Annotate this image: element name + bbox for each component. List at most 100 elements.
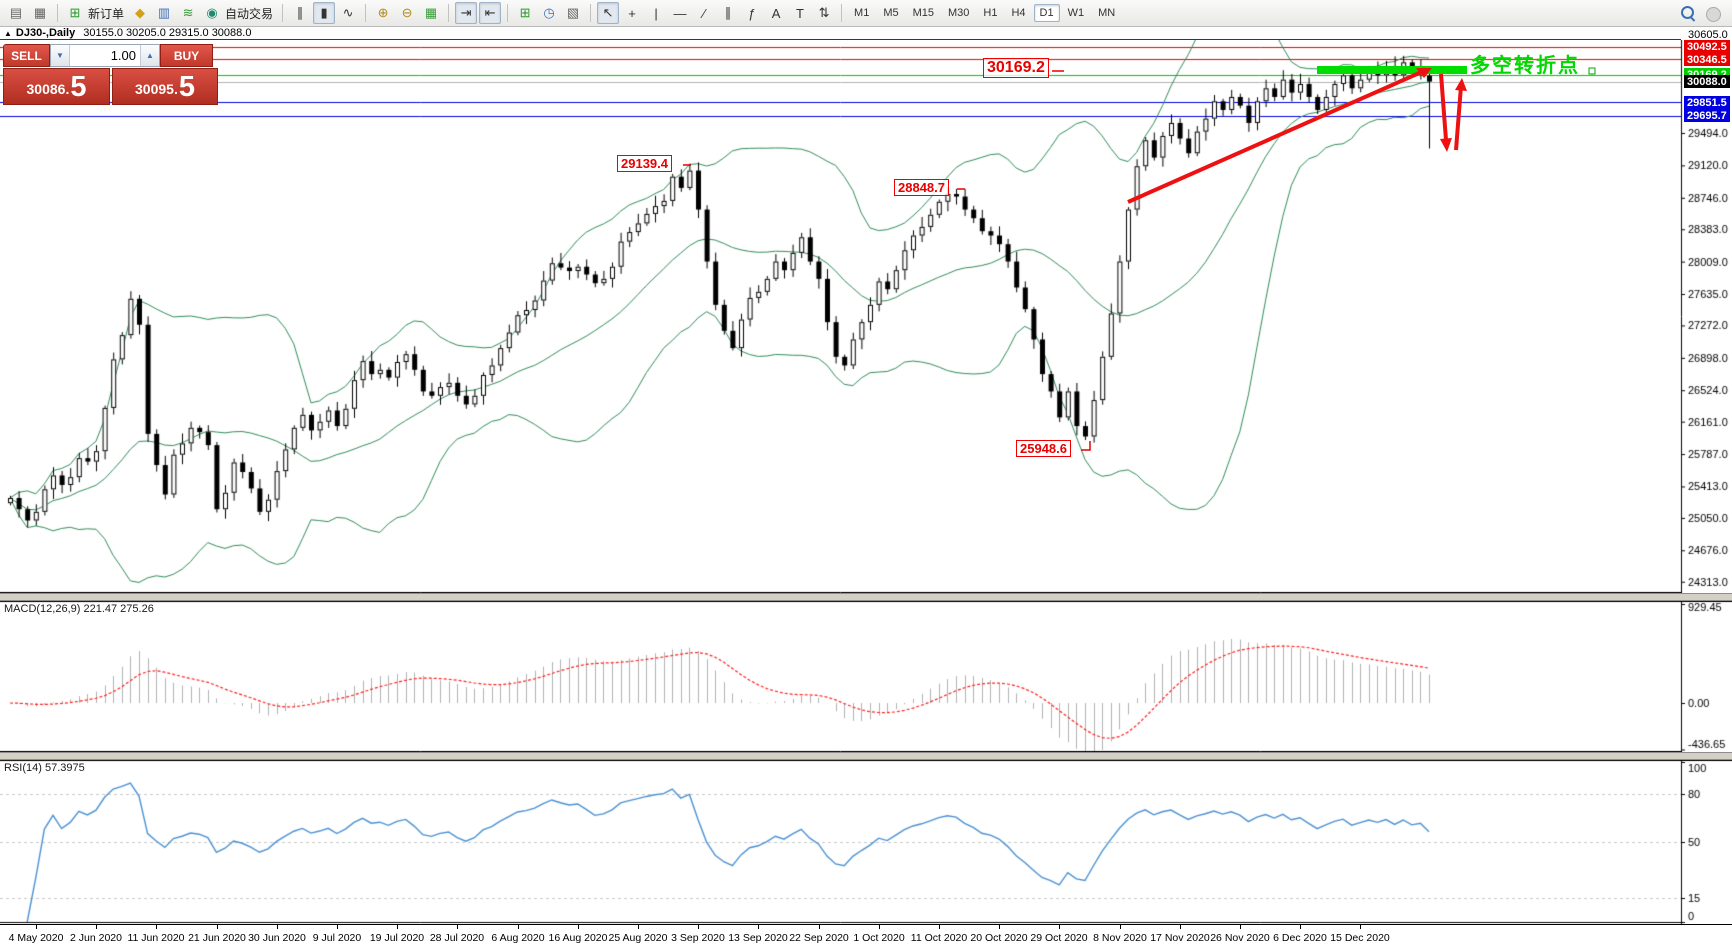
date-label: 25 Aug 2020 [608, 932, 668, 944]
volume-up-button[interactable]: ▲ [140, 45, 159, 66]
autotrading-button[interactable]: 自动交易 [225, 6, 274, 21]
date-tick [638, 925, 639, 929]
date-tick [337, 925, 338, 929]
candlestick-chart-icon[interactable]: ▮ [313, 2, 336, 24]
toolbar-separator [590, 4, 592, 22]
bar-chart-icon[interactable]: ∥ [296, 5, 304, 20]
zoom-out-icon[interactable]: ⊖ [401, 5, 413, 20]
rsi-header: RSI(14) 57.3975 [4, 762, 85, 774]
ask-price-pips: 5 [178, 71, 195, 103]
bid-price-pips: 5 [70, 71, 87, 103]
crosshair-icon[interactable]: + [628, 5, 636, 21]
signals-icon[interactable]: ≋ [182, 5, 194, 20]
timeframe-H4[interactable]: H4 [1011, 7, 1026, 19]
timeframe-W1[interactable]: W1 [1067, 7, 1085, 19]
zoom-in-icon[interactable]: ⊕ [377, 5, 389, 20]
timeframe-H1[interactable]: H1 [983, 7, 998, 19]
macd-header: MACD(12,26,9) 221.47 275.26 [4, 603, 154, 615]
volume-input[interactable]: 1.00 [70, 45, 140, 66]
date-label: 8 Nov 2020 [1093, 932, 1147, 944]
text-icon[interactable]: A [771, 5, 781, 21]
arrows-icon[interactable]: ⇅ [818, 5, 830, 20]
indicators-icon[interactable]: ⊞ [519, 5, 531, 20]
timeframe-M15[interactable]: M15 [912, 7, 934, 19]
price-label-25948[interactable]: 25948.6 [1016, 440, 1071, 457]
macd-pane-canvas[interactable] [0, 601, 1732, 752]
new-order-icon[interactable]: ⊞ [69, 5, 81, 20]
date-tick [1180, 925, 1181, 929]
new-order-button[interactable]: 新订单 [88, 6, 125, 21]
date-label: 17 Nov 2020 [1150, 932, 1210, 944]
axis-tick-30605: 30605.0 [1688, 29, 1728, 41]
price-badge-30346.5: 30346.5 [1684, 53, 1730, 66]
price-chart-canvas[interactable] [0, 40, 1732, 593]
metaeditor-icon[interactable]: ◆ [135, 5, 146, 20]
data-window-icon[interactable]: ▦ [33, 5, 47, 20]
date-tick [1059, 925, 1060, 929]
date-tick [217, 925, 218, 929]
pane-separator[interactable] [0, 752, 1732, 760]
price-badge-30088.0: 30088.0 [1684, 75, 1730, 88]
date-axis[interactable]: 4 May 2020 2 Jun 2020 11 Jun 2020 21 Jun 20… [0, 924, 1732, 949]
timeframe-MN[interactable]: MN [1098, 7, 1116, 19]
date-label: 4 May 2020 [8, 932, 64, 944]
sell-button[interactable]: SELL [3, 44, 50, 67]
date-label: 13 Sep 2020 [728, 932, 788, 944]
date-label: 21 Jun 2020 [188, 932, 246, 944]
date-tick [578, 925, 579, 929]
trendline-icon[interactable]: ∕ [702, 5, 706, 21]
date-label: 28 Jul 2020 [429, 932, 485, 944]
vertical-line-icon[interactable]: | [654, 5, 658, 21]
volume-down-button[interactable]: ▼ [51, 45, 70, 66]
price-label-29139[interactable]: 29139.4 [617, 155, 672, 172]
chart-symbol: DJ30-,Daily [15, 27, 76, 39]
timeframe-M30[interactable]: M30 [948, 7, 970, 19]
main-toolbar: ▤ ▦ ⊞ 新订单 ◆ ▥ ≋ ◉ 自动交易 ∥ ▮ ∿ ⊕ ⊖ ▦ ⇥ ⇤ ⊞ ◷ ▧ ↖ + | — ∕ ∥ ƒ A T ⇅ M1 M5 M… [0, 0, 1732, 27]
clock-icon[interactable]: ◷ [543, 5, 555, 20]
market-watch-icon[interactable]: ▤ [9, 5, 23, 20]
volume-stepper: ▼ 1.00 ▲ [50, 44, 160, 67]
date-tick [36, 925, 37, 929]
date-tick [96, 925, 97, 929]
date-tick [457, 925, 458, 929]
chart-shift-icon[interactable]: ⇥ [455, 2, 478, 24]
bid-price-box[interactable]: 30086. 5 [3, 68, 110, 105]
buy-button[interactable]: BUY [160, 44, 213, 67]
timeframe-M5[interactable]: M5 [883, 7, 899, 19]
tile-windows-icon[interactable]: ▦ [424, 5, 438, 20]
timeframe-D1[interactable]: D1 [1033, 4, 1060, 22]
timeframe-M1[interactable]: M1 [854, 7, 870, 19]
horizontal-line-icon[interactable]: — [673, 5, 687, 21]
toolbar-separator [282, 4, 284, 22]
toolbar-separator [448, 4, 450, 22]
profiles-icon[interactable]: ▧ [566, 5, 580, 20]
autotrade-icon[interactable]: ◉ [206, 5, 218, 20]
price-badge-29851.5: 29851.5 [1684, 96, 1730, 109]
price-label-30169[interactable]: 30169.2 [983, 58, 1049, 78]
collapse-icon[interactable]: ▲ [4, 28, 12, 38]
ask-price-box[interactable]: 30095. 5 [112, 68, 218, 105]
line-chart-icon[interactable]: ∿ [342, 5, 354, 20]
chinese-note-annotation[interactable]: 多空转折点 [1470, 55, 1580, 77]
cursor-icon[interactable]: ↖ [597, 2, 620, 24]
toolbar-separator [57, 4, 58, 22]
search-icon[interactable] [1680, 5, 1696, 22]
terminal-icon[interactable]: ▥ [157, 5, 171, 20]
price-label-28848[interactable]: 28848.7 [894, 179, 949, 196]
date-tick [819, 925, 820, 929]
ask-price: 30095. [135, 81, 178, 97]
channel-icon[interactable]: ∥ [724, 5, 732, 20]
text-label-icon[interactable]: T [796, 5, 804, 21]
date-label: 3 Sep 2020 [671, 932, 725, 944]
date-label: 15 Dec 2020 [1330, 932, 1390, 944]
date-tick [1240, 925, 1241, 929]
auto-scroll-icon[interactable]: ⇤ [479, 2, 502, 24]
pane-separator[interactable] [0, 593, 1732, 601]
notification-icon[interactable]: 1 [1706, 4, 1724, 22]
toolbar-separator [841, 4, 843, 22]
bid-price: 30086. [26, 81, 70, 97]
fibonacci-icon[interactable]: ƒ [748, 5, 756, 21]
rsi-pane-canvas[interactable] [0, 760, 1732, 924]
date-label: 20 Oct 2020 [970, 932, 1028, 944]
